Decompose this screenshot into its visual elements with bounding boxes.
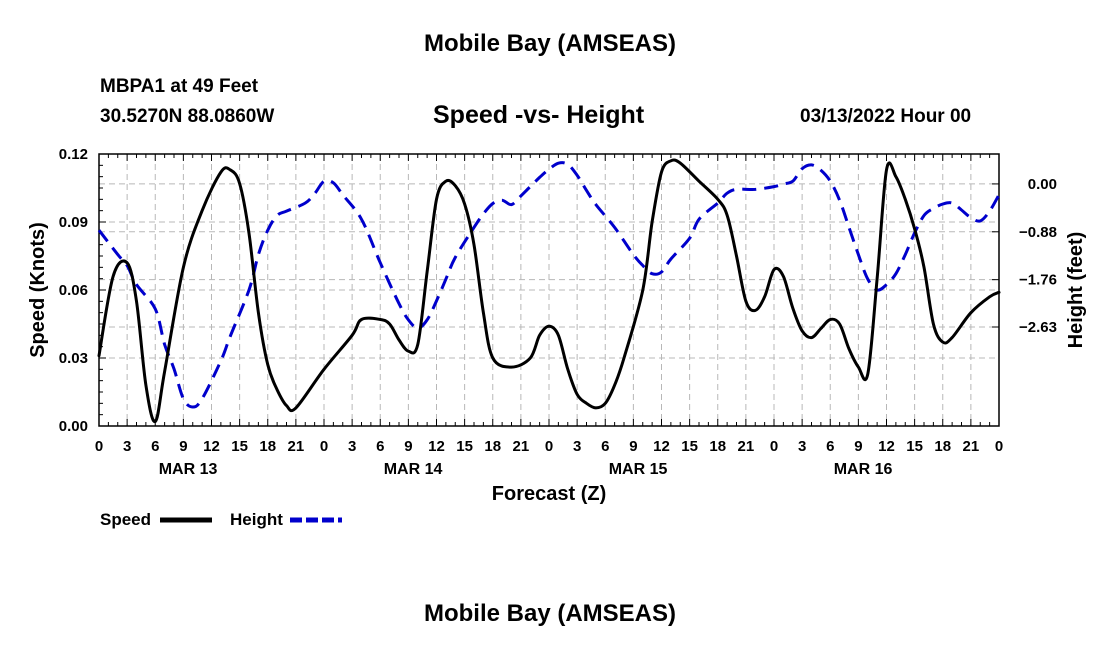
y-tick-label: 0.06 bbox=[59, 282, 88, 299]
x-tick-label: 9 bbox=[629, 438, 637, 455]
y2-tick-label: −2.63 bbox=[1019, 319, 1057, 336]
series-line-height bbox=[97, 161, 1001, 409]
x-tick-label: 0 bbox=[320, 438, 328, 455]
x-tick-label: 9 bbox=[854, 438, 862, 455]
legend-label-height: Height bbox=[230, 510, 283, 529]
chart-subtitle: Speed -vs- Height bbox=[433, 101, 645, 129]
x-tick-label: 15 bbox=[681, 438, 698, 455]
x-day-label: MAR 14 bbox=[384, 461, 443, 478]
y2-axis-title: Height (feet) bbox=[1065, 232, 1087, 349]
x-tick-label: 18 bbox=[484, 438, 501, 455]
x-day-label: MAR 15 bbox=[609, 461, 668, 478]
x-tick-label: 0 bbox=[770, 438, 778, 455]
x-day-label: MAR 13 bbox=[159, 461, 218, 478]
x-tick-label: 15 bbox=[231, 438, 248, 455]
y2-tick-label: 0.00 bbox=[1028, 176, 1057, 193]
chart-title: Mobile Bay (AMSEAS) bbox=[423, 30, 677, 57]
x-tick-label: 9 bbox=[404, 438, 412, 455]
second-chart-title: Mobile Bay (AMSEAS) bbox=[423, 600, 677, 627]
x-tick-label: 12 bbox=[203, 438, 220, 455]
x-tick-label: 18 bbox=[934, 438, 951, 455]
x-tick-label: 18 bbox=[259, 438, 276, 455]
station-coordinates: 30.5270N 88.0860W bbox=[100, 106, 275, 127]
x-tick-label: 21 bbox=[738, 438, 755, 455]
x-tick-label: 0 bbox=[995, 438, 1003, 455]
x-tick-label: 12 bbox=[878, 438, 895, 455]
y-tick-label: 0.12 bbox=[59, 146, 88, 163]
x-tick-label: 3 bbox=[573, 438, 581, 455]
y2-tick-label: −0.88 bbox=[1019, 224, 1057, 241]
x-tick-label: 21 bbox=[288, 438, 305, 455]
x-tick-label: 12 bbox=[428, 438, 445, 455]
x-tick-label: 3 bbox=[348, 438, 356, 455]
x-tick-label: 6 bbox=[376, 438, 384, 455]
x-tick-label: 0 bbox=[95, 438, 103, 455]
x-tick-label: 21 bbox=[513, 438, 530, 455]
x-tick-label: 6 bbox=[601, 438, 609, 455]
x-tick-label: 9 bbox=[179, 438, 187, 455]
legend-label-speed: Speed bbox=[100, 510, 152, 529]
x-tick-label: 18 bbox=[709, 438, 726, 455]
series-line-speed bbox=[97, 158, 1001, 424]
y2-tick-label: −1.76 bbox=[1019, 272, 1057, 289]
x-axis-title: Forecast (Z) bbox=[492, 483, 606, 505]
x-tick-label: 12 bbox=[653, 438, 670, 455]
x-tick-label: 21 bbox=[963, 438, 980, 455]
x-tick-label: 15 bbox=[906, 438, 923, 455]
x-day-label: MAR 16 bbox=[834, 461, 893, 478]
x-tick-label: 3 bbox=[798, 438, 806, 455]
x-tick-label: 15 bbox=[456, 438, 473, 455]
forecast-date: 03/13/2022 Hour 00 bbox=[800, 106, 972, 127]
y-tick-label: 0.03 bbox=[59, 350, 88, 367]
y-axis-title: Speed (Knots) bbox=[27, 222, 49, 358]
y-tick-label: 0.00 bbox=[59, 418, 88, 435]
x-tick-label: 3 bbox=[123, 438, 131, 455]
x-tick-label: 6 bbox=[151, 438, 159, 455]
y-tick-label: 0.09 bbox=[59, 214, 88, 231]
x-tick-label: 0 bbox=[545, 438, 553, 455]
station-label: MBPA1 at 49 Feet bbox=[100, 76, 259, 97]
x-tick-label: 6 bbox=[826, 438, 834, 455]
